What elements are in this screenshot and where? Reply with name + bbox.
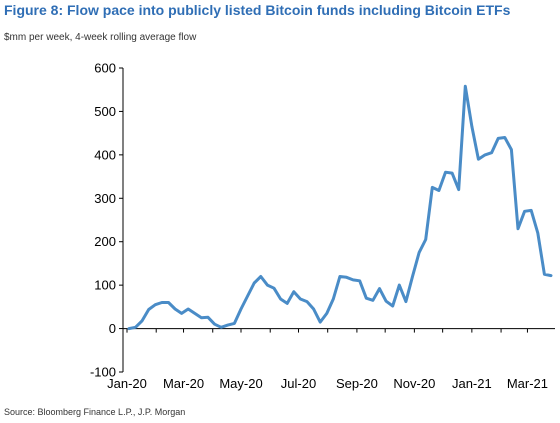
y-tick-label: 100 bbox=[94, 278, 116, 293]
y-tick-label: 300 bbox=[94, 191, 116, 206]
y-tick-label: 600 bbox=[94, 61, 116, 76]
chart-title: Figure 8: Flow pace into publicly listed… bbox=[4, 2, 511, 18]
x-axis: Jan-20 Mar-20 May-20 Jul-20 Sep-20 Nov-20 Jan-… bbox=[107, 328, 555, 391]
y-tick-label: -100 bbox=[90, 365, 116, 380]
x-tick-label: Nov-20 bbox=[393, 376, 435, 391]
x-tick-label: Jan-21 bbox=[452, 376, 492, 391]
x-tick-label: Sep-20 bbox=[336, 376, 378, 391]
series-group bbox=[127, 84, 553, 331]
y-axis: -100 0 100 200 300 400 500 600 bbox=[90, 61, 124, 380]
y-tick-label: 500 bbox=[94, 104, 116, 119]
chart-subtitle: $mm per week, 4-week rolling average flo… bbox=[4, 32, 197, 43]
y-tick-label: 0 bbox=[109, 321, 116, 336]
x-tick-label: May-20 bbox=[219, 376, 262, 391]
series-line bbox=[127, 84, 553, 331]
y-tick-label: 200 bbox=[94, 234, 116, 249]
x-tick-label: Mar-21 bbox=[507, 376, 548, 391]
line-chart: -100 0 100 200 300 400 500 600 Jan-20 Mar-20 May-… bbox=[90, 61, 555, 391]
x-tick-label: Jan-20 bbox=[107, 376, 147, 391]
source-note: Source: Bloomberg Finance L.P., J.P. Mor… bbox=[4, 407, 186, 417]
y-tick-label: 400 bbox=[94, 147, 116, 162]
x-tick-label: Mar-20 bbox=[163, 376, 204, 391]
x-tick-label: Jul-20 bbox=[281, 376, 316, 391]
